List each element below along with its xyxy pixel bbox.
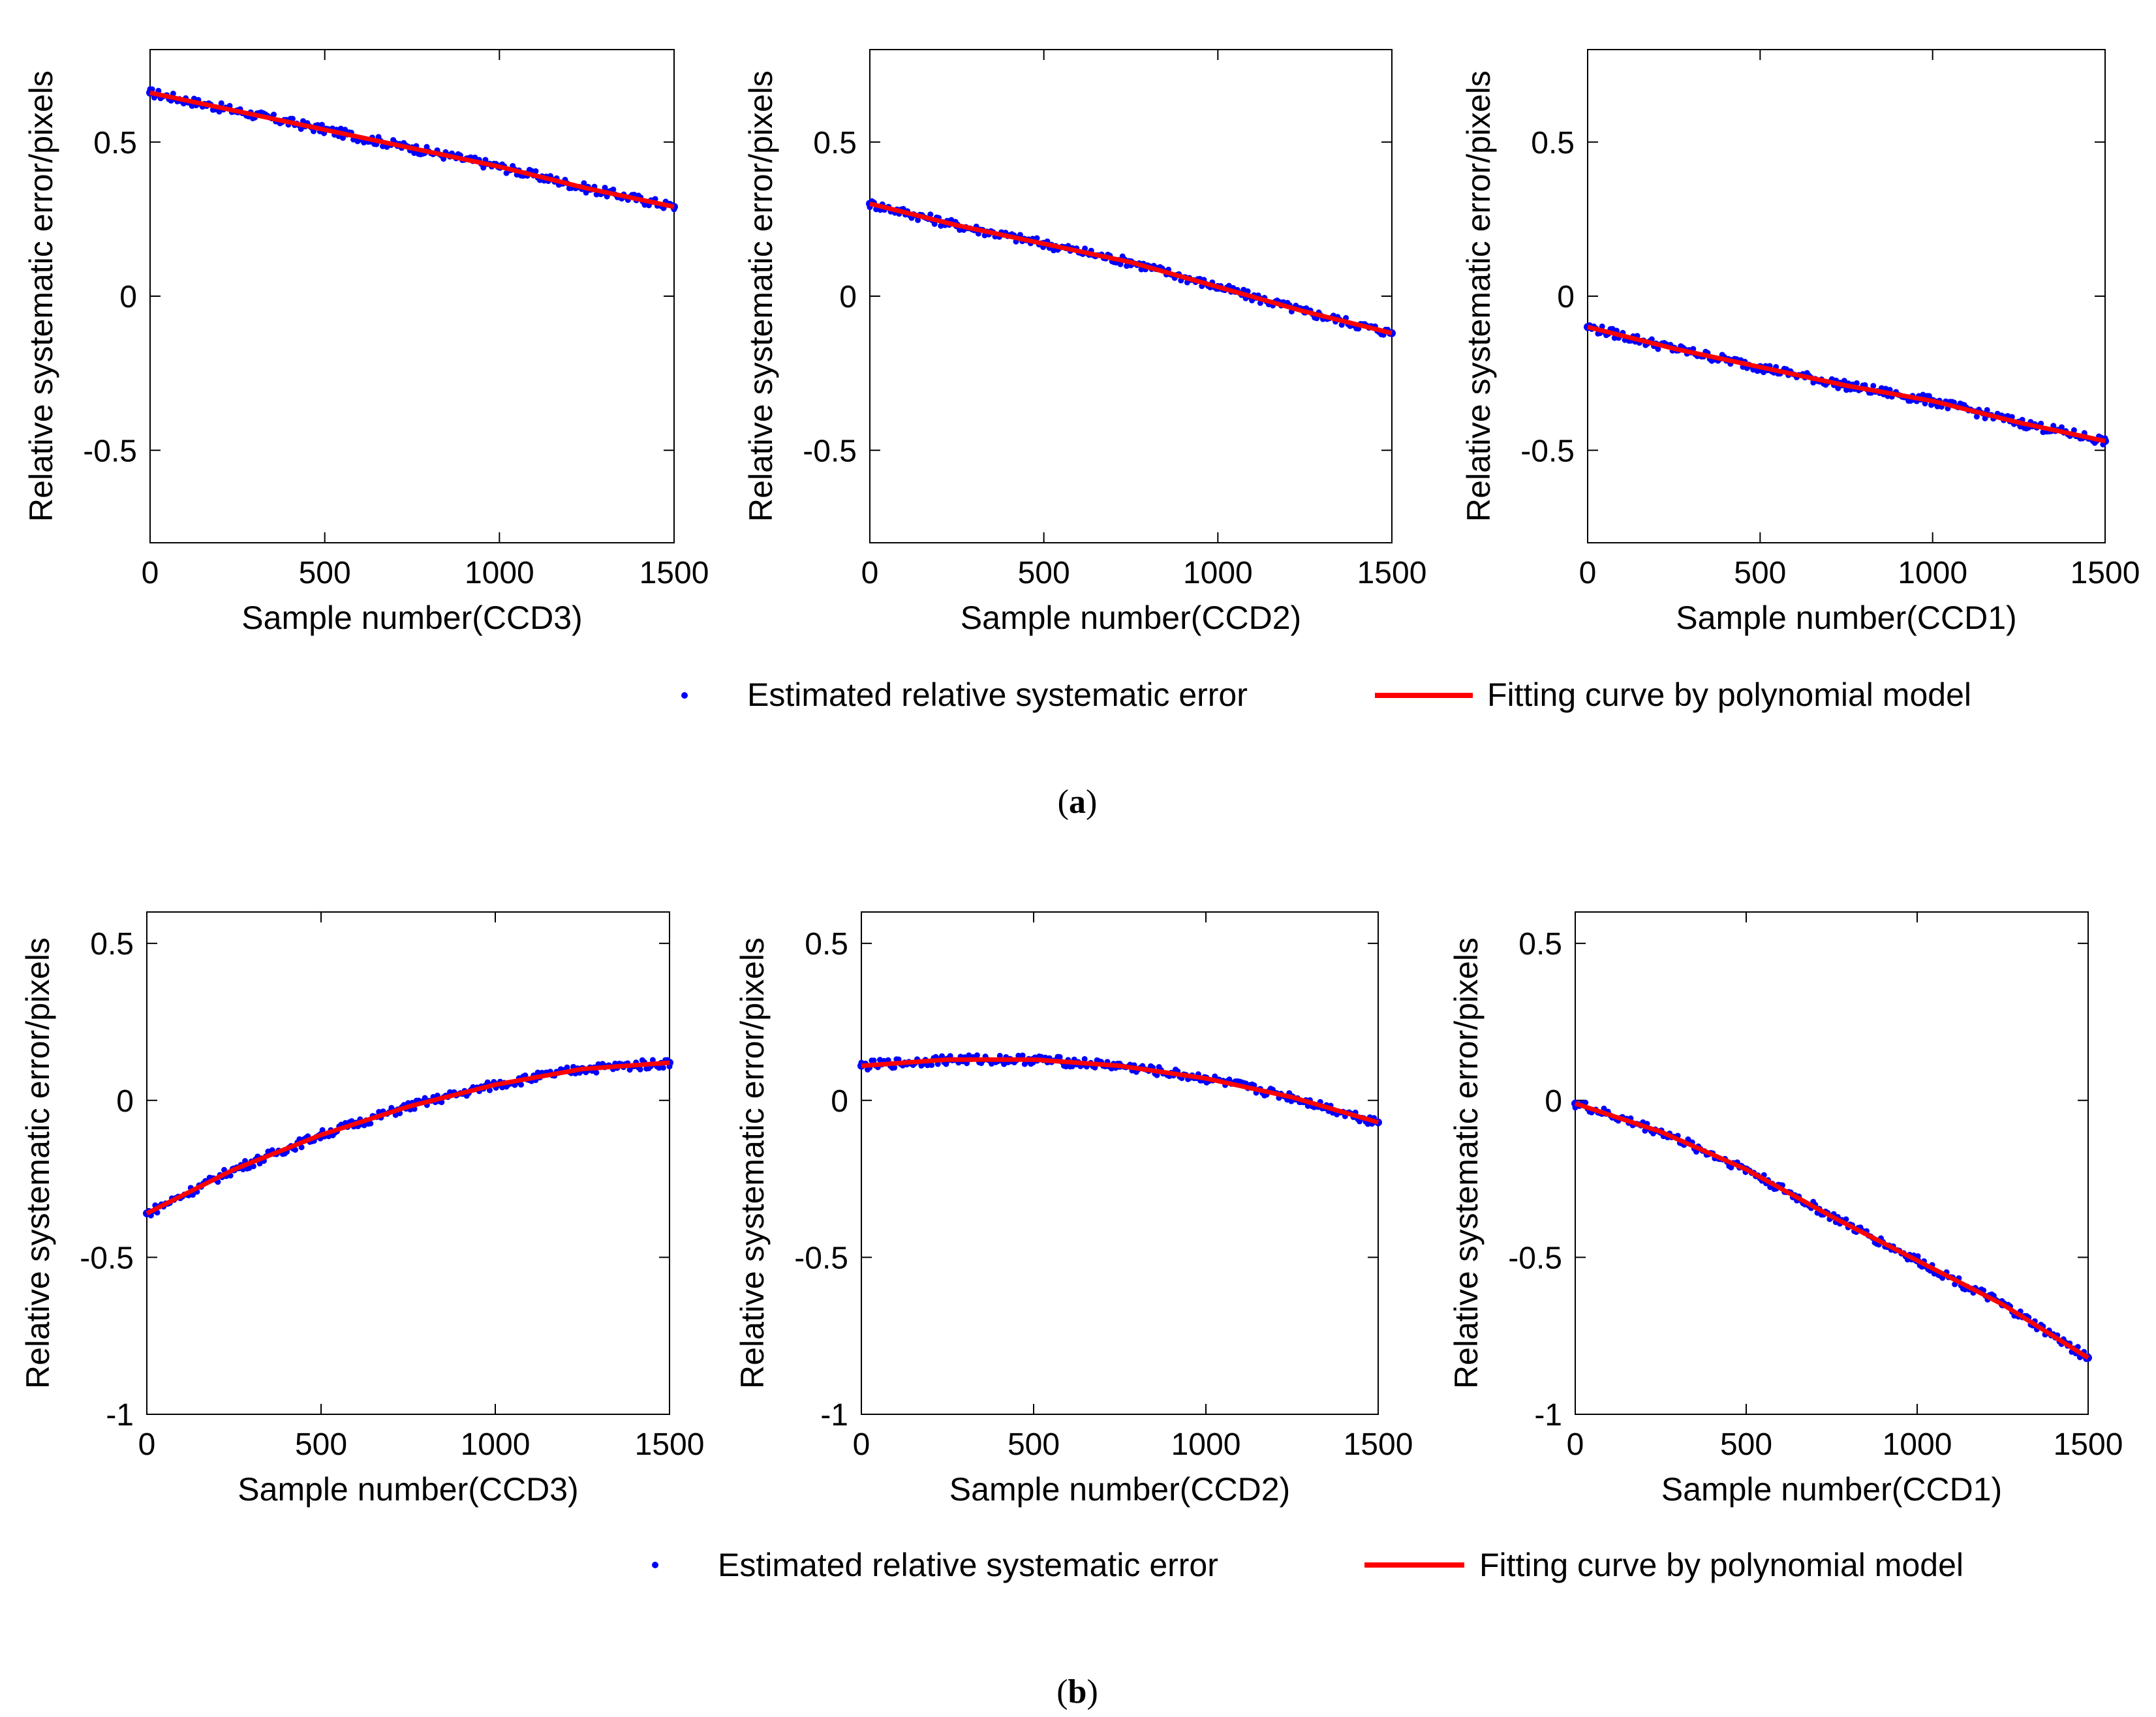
chart-5-y-tick-label: 0 — [831, 1084, 848, 1119]
chart-4-y-tick-label: -1 — [106, 1398, 134, 1433]
chart-5-x-axis-label: Sample number(CCD2) — [949, 1471, 1290, 1508]
chart-2-y-tick-label: 0 — [839, 280, 857, 314]
chart-4-x-tick-label: 500 — [295, 1427, 347, 1462]
chart-5-y-tick-label: 0.5 — [805, 927, 848, 962]
chart-4-y-tick-label: 0.5 — [90, 927, 134, 962]
legend-a-point-marker — [681, 692, 688, 699]
chart-4-x-tick-label: 1000 — [461, 1427, 531, 1462]
chart-3-y-tick-label: 0.5 — [1531, 126, 1575, 160]
chart-6-plot-frame — [1575, 912, 2088, 1414]
chart-1-plot-frame — [150, 50, 674, 543]
chart-3-y-tick-label: 0 — [1557, 280, 1575, 314]
chart-4-plot-frame — [147, 912, 670, 1414]
legend-a-curve-label: Fitting curve by polynomial model — [1487, 676, 1971, 713]
chart-2-x-tick-label: 1000 — [1183, 556, 1253, 590]
caption-a: (a) — [1058, 783, 1098, 821]
chart-3-x-tick-label: 1500 — [2071, 556, 2140, 590]
legend-b-curve-label: Fitting curve by polynomial model — [1479, 1547, 1964, 1583]
chart-1-y-tick-label: -0.5 — [83, 434, 137, 468]
chart-6-y-tick-label: 0.5 — [1518, 927, 1562, 962]
chart-2-x-tick-label: 0 — [861, 556, 879, 590]
chart-1-x-tick-label: 500 — [299, 556, 351, 590]
chart-6-y-tick-label: 0 — [1545, 1084, 1562, 1119]
chart-3-x-axis-label: Sample number(CCD1) — [1676, 600, 2016, 636]
chart-1-y-tick-label: 0 — [119, 280, 137, 314]
chart-5-y-axis-label: Relative systematic error/pixels — [734, 937, 771, 1389]
chart-5-y-tick-label: -0.5 — [794, 1241, 848, 1275]
chart-1-x-tick-label: 0 — [142, 556, 159, 590]
chart-1-x-axis-label: Sample number(CCD3) — [241, 600, 582, 636]
figure: 0 500 1000 1500 -0.5 0 0.5 Sample number(CCD3) R… — [0, 0, 2156, 1717]
chart-4-estimated-point — [660, 1065, 666, 1071]
chart-6-y-axis-label: Relative systematic error/pixels — [1448, 937, 1485, 1389]
chart-2-x-tick-label: 500 — [1018, 556, 1070, 590]
chart-2-y-tick-label: 0.5 — [813, 126, 857, 160]
chart-5-x-tick-label: 1500 — [1344, 1427, 1413, 1462]
chart-3-plot-frame — [1588, 50, 2105, 543]
chart-1-y-axis-label: Relative systematic error/pixels — [23, 70, 59, 522]
chart-6-x-tick-label: 500 — [1720, 1427, 1772, 1462]
legend-a-points-label: Estimated relative systematic error — [747, 676, 1248, 713]
chart-6-x-axis-label: Sample number(CCD1) — [1661, 1471, 2002, 1508]
chart-3-x-tick-label: 1000 — [1898, 556, 1967, 590]
chart-4-estimated-point — [638, 1067, 643, 1072]
chart-4-x-tick-label: 1500 — [635, 1427, 705, 1462]
chart-6-x-tick-label: 0 — [1567, 1427, 1584, 1462]
legend-b-points-label: Estimated relative systematic error — [718, 1547, 1218, 1583]
caption-b: (b) — [1056, 1673, 1098, 1710]
chart-1-y-tick-label: 0.5 — [93, 126, 137, 160]
chart-2-x-tick-label: 1500 — [1357, 556, 1427, 590]
chart-5-x-tick-label: 500 — [1008, 1427, 1060, 1462]
chart-6-x-tick-label: 1000 — [1883, 1427, 1952, 1462]
chart-4-y-tick-label: 0 — [116, 1084, 134, 1119]
chart-2-y-tick-label: -0.5 — [803, 434, 857, 468]
chart-5-y-tick-label: -1 — [820, 1398, 848, 1433]
chart-3-y-tick-label: -0.5 — [1520, 434, 1575, 468]
chart-6-x-tick-label: 1500 — [2054, 1427, 2123, 1462]
chart-4-y-tick-label: -0.5 — [80, 1241, 134, 1275]
chart-1-x-tick-label: 1500 — [639, 556, 709, 590]
chart-4-estimated-point — [593, 1070, 599, 1076]
chart-5-x-tick-label: 0 — [853, 1427, 870, 1462]
chart-6-y-tick-label: -1 — [1534, 1398, 1562, 1433]
chart-5-x-tick-label: 1000 — [1171, 1427, 1241, 1462]
chart-2-plot-frame — [870, 50, 1392, 543]
chart-6-y-tick-label: -0.5 — [1508, 1241, 1562, 1275]
chart-4-x-axis-label: Sample number(CCD3) — [238, 1471, 578, 1508]
legend-b-point-marker — [652, 1562, 658, 1568]
chart-2-y-axis-label: Relative systematic error/pixels — [743, 70, 779, 522]
chart-1-x-tick-label: 1000 — [465, 556, 534, 590]
chart-4-x-tick-label: 0 — [138, 1427, 156, 1462]
chart-3-x-tick-label: 0 — [1579, 556, 1597, 590]
chart-3-x-tick-label: 500 — [1734, 556, 1786, 590]
chart-5-plot-frame — [861, 912, 1378, 1414]
chart-3-y-axis-label: Relative systematic error/pixels — [1460, 70, 1497, 522]
chart-2-x-axis-label: Sample number(CCD2) — [961, 600, 1301, 636]
chart-4-y-axis-label: Relative systematic error/pixels — [20, 937, 56, 1389]
